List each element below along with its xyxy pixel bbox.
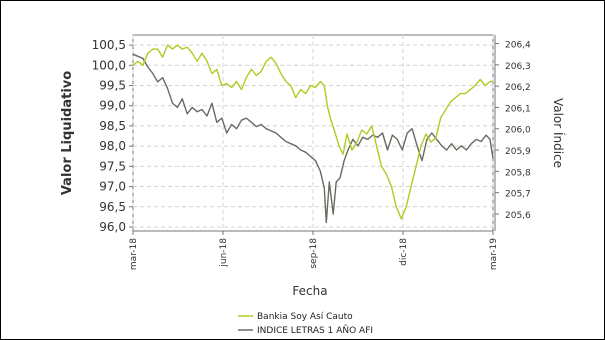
- grid: [132, 35, 494, 231]
- x-axis: mar-18 jun-18 sep-18 dic-18 mar-19: [129, 231, 499, 270]
- x-axis-title: Fecha: [292, 284, 327, 298]
- series-line-0: [132, 44, 493, 220]
- y2-tick-label: 206,4: [505, 41, 531, 51]
- series-group: [132, 44, 494, 224]
- y2-tick-label: 205,7: [505, 190, 531, 200]
- legend-label-0: Bankia Soy Así Cauto: [257, 312, 353, 322]
- x-tick-label: mar-18: [129, 238, 139, 270]
- y-tick-label: 100,0: [92, 58, 126, 72]
- y2-tick-label: 206,3: [505, 62, 531, 72]
- legend: Bankia Soy Así Cauto INDICE LETRAS 1 AÑO…: [238, 312, 373, 336]
- y-axis-right: 205,6 205,7 205,8 205,9 206,0 206,1 206,2 206,3…: [494, 35, 531, 231]
- y2-axis-title: Valor Índice: [551, 98, 566, 168]
- x-tick-label: dic-18: [399, 238, 409, 266]
- y-tick-label: 97,0: [99, 180, 126, 194]
- x-tick-label: jun-18: [219, 238, 229, 268]
- series-line-1: [132, 53, 494, 224]
- y-tick-label: 98,5: [99, 119, 126, 133]
- y-axis-left: 96,0 96,5 97,0 97,5 98,0 98,5 99,0 99,5 100,0 100…: [92, 38, 133, 234]
- y-tick-label: 97,5: [99, 159, 126, 173]
- y2-tick-label: 205,9: [505, 147, 531, 157]
- y2-tick-label: 206,2: [505, 83, 531, 93]
- y-axis-title: Valor Liquidativo: [60, 71, 75, 195]
- x-tick-label: sep-18: [309, 238, 319, 269]
- y-tick-label: 99,5: [99, 79, 126, 93]
- x-tick-label: mar-19: [489, 238, 499, 270]
- y2-tick-label: 205,6: [505, 211, 531, 221]
- y2-tick-label: 206,1: [505, 104, 531, 114]
- y2-tick-label: 205,8: [505, 168, 531, 178]
- y-tick-label: 98,0: [99, 139, 126, 153]
- y-tick-label: 100,5: [92, 38, 126, 52]
- y-tick-label: 96,5: [99, 200, 126, 214]
- y-tick-label: 96,0: [99, 220, 126, 234]
- y2-tick-label: 206,0: [505, 126, 531, 136]
- y-tick-label: 99,0: [99, 99, 126, 113]
- legend-label-1: INDICE LETRAS 1 AÑO AFI: [257, 325, 373, 336]
